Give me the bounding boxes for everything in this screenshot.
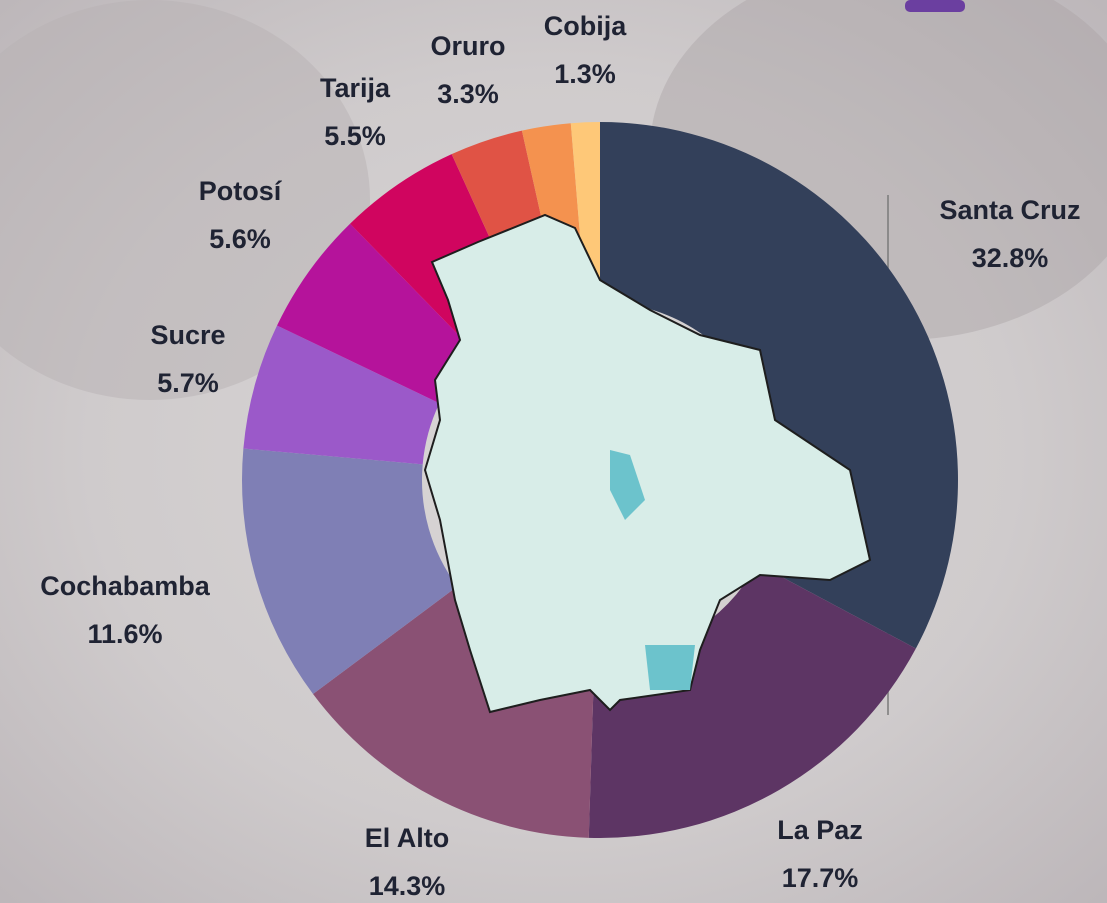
value-label: 17.7%: [782, 863, 859, 893]
slice-label: Santa Cruz: [939, 195, 1080, 225]
donut: [242, 122, 958, 838]
slice: [242, 448, 458, 695]
slice-label: La Paz: [777, 815, 863, 845]
value-label: 32.8%: [972, 243, 1049, 273]
value-label: 3.3%: [437, 79, 499, 109]
slice-label: Cobija: [544, 11, 627, 41]
slice-label: Sucre: [150, 320, 225, 350]
value-label: 11.6%: [87, 619, 162, 649]
slice: [243, 325, 440, 465]
map-lake: [610, 450, 645, 520]
background-shape: [0, 0, 370, 400]
slice-label: Oruro: [430, 31, 505, 61]
slice-label: Tarija: [320, 73, 391, 103]
slice-label: El Alto: [365, 823, 450, 853]
slice-label: Potosí: [199, 176, 283, 206]
slice: [588, 563, 916, 838]
map-region: [645, 645, 695, 690]
value-label: 5.6%: [209, 224, 271, 254]
value-label: 1.3%: [554, 59, 616, 89]
slice-label: Cochabamba: [40, 571, 211, 601]
value-label: 14.3%: [369, 871, 446, 901]
map: [423, 213, 872, 714]
slice: [277, 223, 476, 404]
corner-tab: [905, 0, 965, 12]
slice: [600, 122, 958, 649]
slice: [570, 122, 600, 303]
value-label: 5.5%: [324, 121, 386, 151]
value-label: 5.7%: [157, 368, 219, 398]
